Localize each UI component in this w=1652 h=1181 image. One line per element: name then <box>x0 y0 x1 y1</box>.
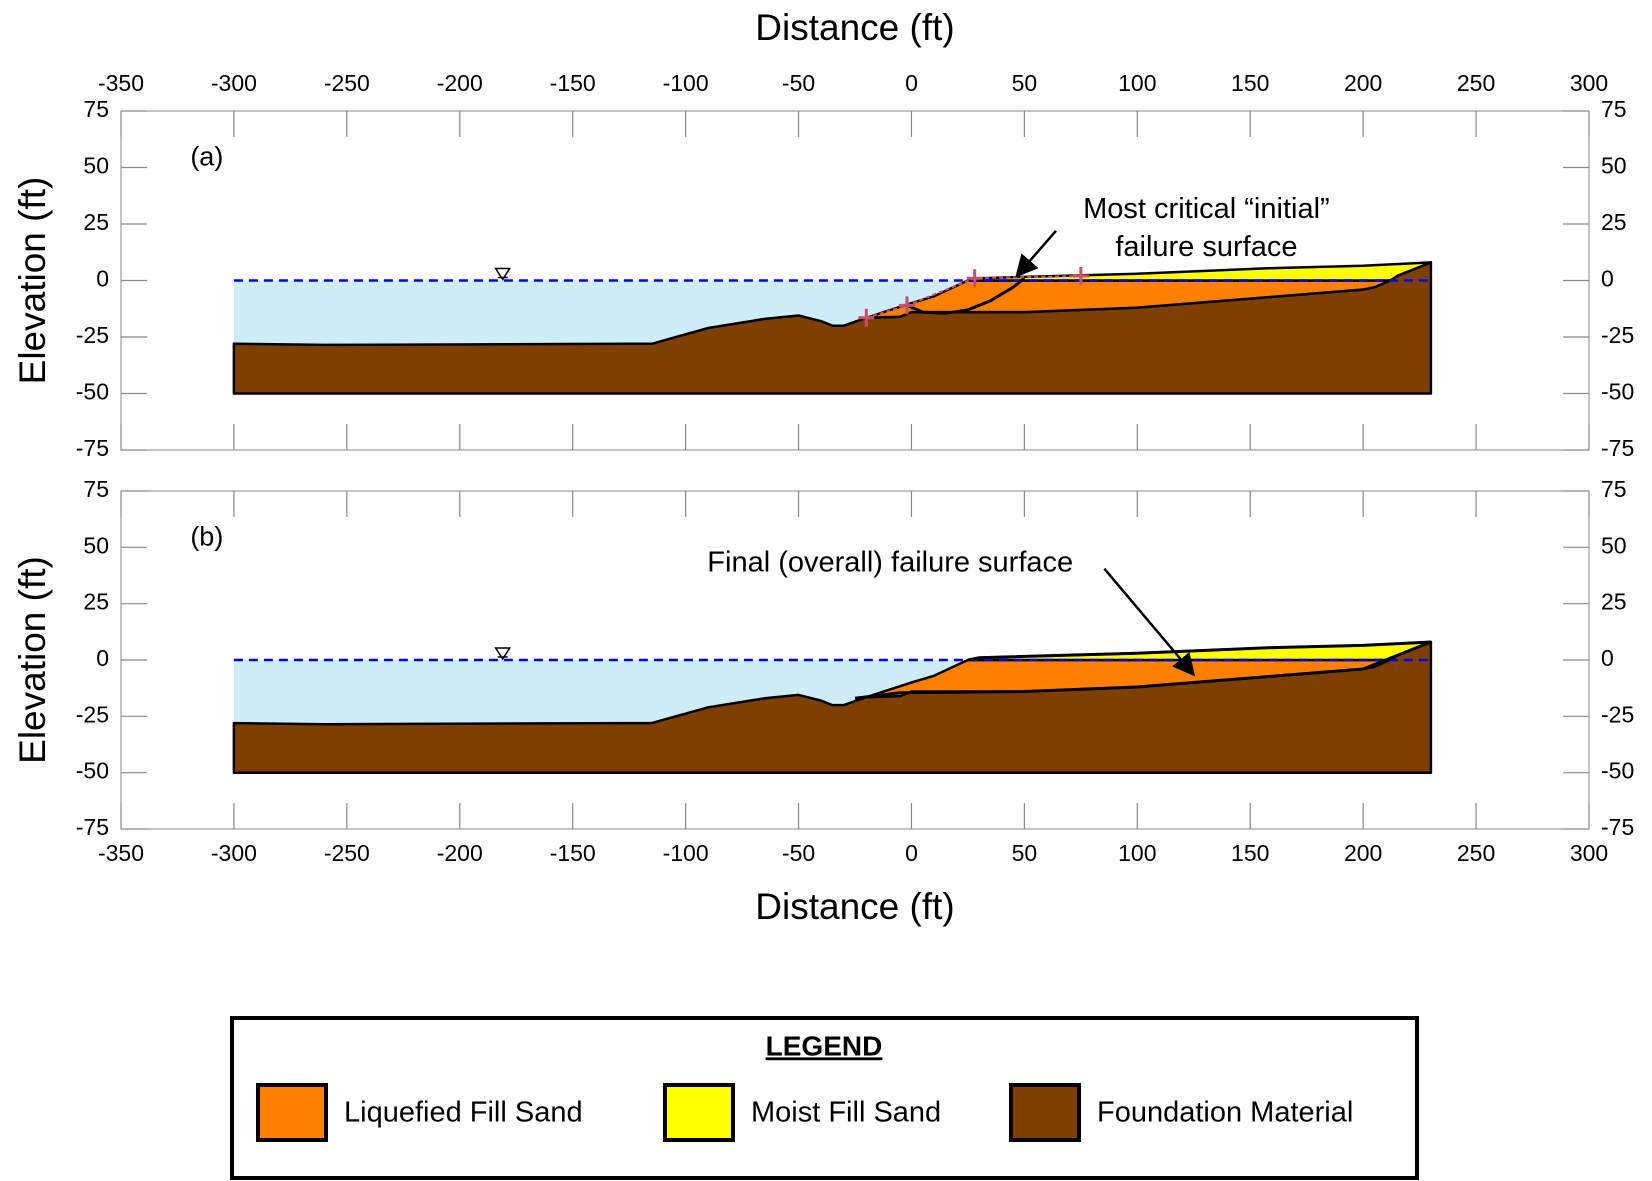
y-tick-label: 25 <box>83 589 109 615</box>
y-tick-label: 50 <box>1601 532 1627 558</box>
x-axis-title: Distance (ft) <box>755 886 954 927</box>
y-tick-label: 75 <box>83 476 109 502</box>
x-tick-label: -50 <box>782 840 815 866</box>
y-tick-label: 0 <box>96 645 109 671</box>
x-tick-label: 50 <box>1012 840 1038 866</box>
y-tick-label: -75 <box>76 435 109 461</box>
x-tick-label: -150 <box>550 70 596 96</box>
y-tick-label: -75 <box>1601 435 1634 461</box>
legend-label: Moist Fill Sand <box>751 1097 941 1129</box>
x-tick-label: 0 <box>905 70 918 96</box>
x-tick-label: -300 <box>211 840 257 866</box>
y-tick-label: 0 <box>1601 266 1614 292</box>
x-tick-label: 300 <box>1570 840 1608 866</box>
y-tick-label: 75 <box>1601 96 1627 122</box>
y-tick-label: 50 <box>83 153 109 179</box>
annotation: Final (overall) failure surface <box>707 546 1073 578</box>
x-tick-label: 150 <box>1231 840 1269 866</box>
y-tick-label: 75 <box>1601 476 1627 502</box>
x-tick-label: 0 <box>905 840 918 866</box>
y-tick-label: 25 <box>1601 589 1627 615</box>
y-tick-label: 25 <box>1601 209 1627 235</box>
x-tick-label: -100 <box>663 840 709 866</box>
x-tick-label: -200 <box>437 840 483 866</box>
y-tick-label: -25 <box>1601 701 1634 727</box>
y-tick-label: -25 <box>76 701 109 727</box>
x-tick-label: 150 <box>1231 70 1269 96</box>
x-tick-label: 250 <box>1457 70 1495 96</box>
x-tick-label: -250 <box>324 70 370 96</box>
x-tick-label: -50 <box>782 70 815 96</box>
y-tick-label: -50 <box>1601 758 1634 784</box>
x-tick-label: -200 <box>437 70 483 96</box>
x-tick-label: -100 <box>663 70 709 96</box>
x-tick-label: 300 <box>1570 70 1608 96</box>
legend: LEGEND Liquefied Fill Sand Moist Fill San… <box>232 1018 1417 1178</box>
x-tick-label: 100 <box>1118 840 1156 866</box>
y-tick-label: 50 <box>1601 153 1627 179</box>
y-tick-label: 25 <box>83 209 109 235</box>
y-tick-label: 50 <box>83 532 109 558</box>
y-tick-label: -25 <box>1601 322 1634 348</box>
figure: -350-300-250-200-150-100-500501001502002… <box>0 0 1652 1181</box>
annotation: Most critical “initial” <box>1083 193 1330 225</box>
panel-label: (b) <box>190 521 223 551</box>
x-axis-title: Distance (ft) <box>755 7 954 48</box>
legend-swatch <box>665 1085 733 1140</box>
x-tick-label: 100 <box>1118 70 1156 96</box>
y-tick-label: 0 <box>96 266 109 292</box>
x-tick-label: 50 <box>1012 70 1038 96</box>
x-tick-label: 250 <box>1457 840 1495 866</box>
legend-label: Liquefied Fill Sand <box>344 1097 583 1129</box>
legend-swatch <box>1011 1085 1079 1140</box>
y-tick-label: 0 <box>1601 645 1614 671</box>
legend-title: LEGEND <box>766 1030 883 1061</box>
y-axis-title: Elevation (ft) <box>12 177 53 385</box>
x-tick-label: -300 <box>211 70 257 96</box>
x-tick-label: 200 <box>1344 70 1382 96</box>
y-tick-label: -50 <box>76 758 109 784</box>
y-tick-label: -75 <box>76 814 109 840</box>
panel-label: (a) <box>190 142 223 172</box>
y-tick-label: -75 <box>1601 814 1634 840</box>
x-tick-label: 200 <box>1344 840 1382 866</box>
x-tick-label: -150 <box>550 840 596 866</box>
y-axis-title: Elevation (ft) <box>12 556 53 764</box>
x-tick-label: -350 <box>98 70 144 96</box>
annotation: failure surface <box>1115 231 1297 263</box>
y-tick-label: -50 <box>76 379 109 405</box>
legend-swatch <box>258 1085 326 1140</box>
legend-label: Foundation Material <box>1097 1097 1353 1129</box>
x-tick-label: -350 <box>98 840 144 866</box>
y-tick-label: -50 <box>1601 379 1634 405</box>
x-tick-label: -250 <box>324 840 370 866</box>
y-tick-label: -25 <box>76 322 109 348</box>
y-tick-label: 75 <box>83 96 109 122</box>
